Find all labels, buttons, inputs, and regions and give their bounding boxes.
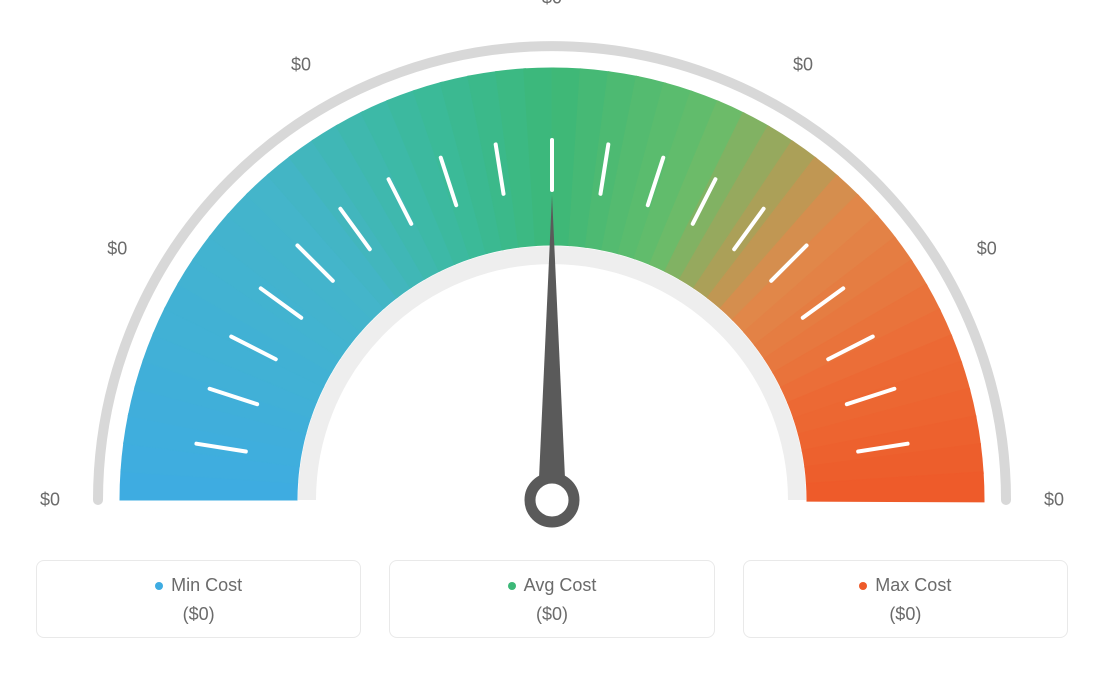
dot-icon: [508, 582, 516, 590]
gauge-scale-label: $0: [1044, 490, 1064, 511]
legend-value-avg: ($0): [400, 604, 703, 625]
dot-icon: [859, 582, 867, 590]
legend-row: Min Cost ($0) Avg Cost ($0) Max Cost ($0…: [0, 560, 1104, 638]
gauge-scale-label: $0: [107, 239, 127, 260]
gauge-scale-label: $0: [793, 55, 813, 76]
gauge-svg: [0, 0, 1104, 560]
legend-value-max: ($0): [754, 604, 1057, 625]
legend-name: Avg Cost: [524, 575, 597, 596]
gauge-scale-label: $0: [977, 239, 997, 260]
legend-name: Max Cost: [875, 575, 951, 596]
gauge-scale-label: $0: [291, 55, 311, 76]
legend-title-min: Min Cost: [155, 575, 242, 596]
legend-card-max: Max Cost ($0): [743, 560, 1068, 638]
legend-name: Min Cost: [171, 575, 242, 596]
legend-card-min: Min Cost ($0): [36, 560, 361, 638]
legend-title-max: Max Cost: [859, 575, 951, 596]
gauge-scale-label: $0: [542, 0, 562, 9]
gauge-chart: $0 $0 $0 $0 $0 $0 $0: [0, 0, 1104, 560]
legend-value-min: ($0): [47, 604, 350, 625]
dot-icon: [155, 582, 163, 590]
legend-title-avg: Avg Cost: [508, 575, 597, 596]
legend-card-avg: Avg Cost ($0): [389, 560, 714, 638]
gauge-scale-label: $0: [40, 490, 60, 511]
